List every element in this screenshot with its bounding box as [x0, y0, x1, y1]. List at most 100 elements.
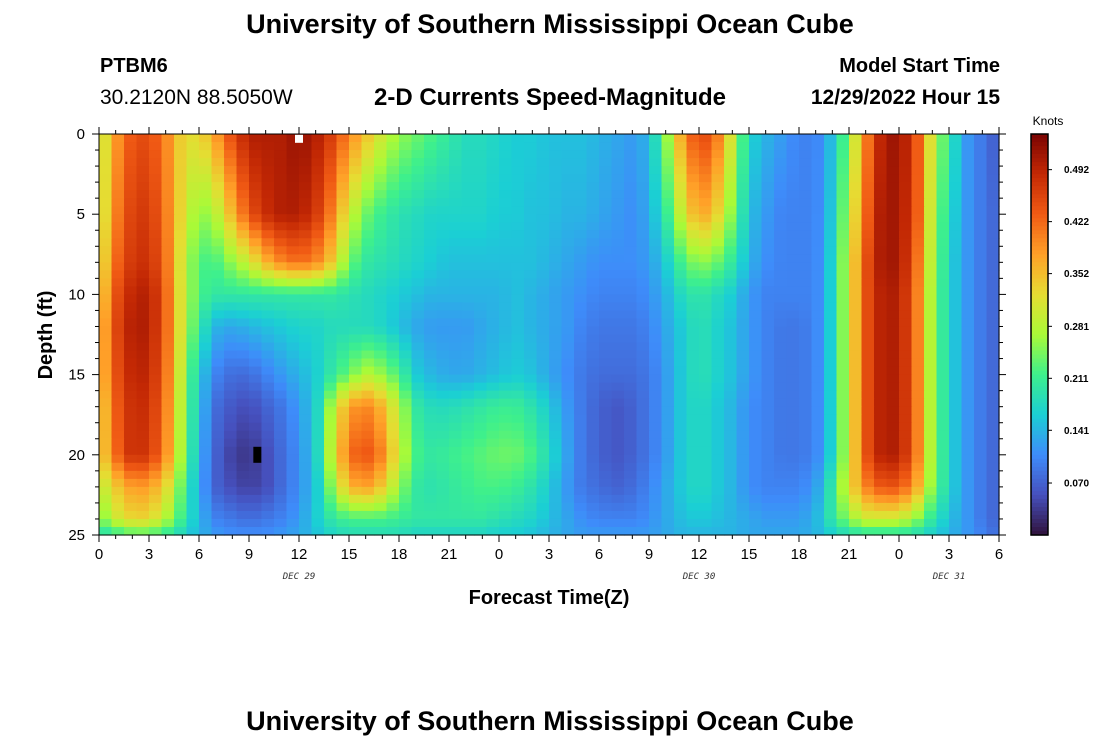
heatmap-cell: [711, 198, 725, 207]
heatmap-cell: [886, 310, 900, 320]
heatmap-cell: [136, 286, 150, 295]
heatmap-cell: [924, 238, 938, 247]
heatmap-cell: [486, 462, 500, 472]
heatmap-cell: [586, 350, 600, 360]
heatmap-cell: [611, 150, 625, 159]
heatmap-cell: [374, 158, 388, 167]
heatmap-cell: [724, 334, 738, 344]
heatmap-cell: [761, 470, 775, 480]
heatmap-cell: [149, 518, 163, 528]
heatmap-cell: [724, 222, 738, 231]
heatmap-cell: [736, 502, 750, 512]
heatmap-cell: [849, 150, 863, 159]
heatmap-cell: [674, 278, 688, 287]
heatmap-cell: [824, 382, 838, 392]
heatmap-cell: [699, 326, 713, 336]
heatmap-cell: [774, 374, 788, 384]
heatmap-cell: [586, 190, 600, 199]
heatmap-cell: [499, 222, 513, 231]
heatmap-cell: [461, 262, 475, 271]
heatmap-cell: [174, 494, 188, 504]
heatmap-cell: [511, 350, 525, 360]
heatmap-cell: [449, 238, 463, 247]
heatmap-cell: [461, 486, 475, 496]
heatmap-cell: [586, 318, 600, 328]
heatmap-cell: [899, 294, 913, 304]
heatmap-cell: [611, 390, 625, 400]
heatmap-cell: [524, 182, 538, 191]
heatmap-cell: [261, 470, 275, 480]
heatmap-cell: [136, 438, 150, 448]
heatmap-cell: [611, 310, 625, 320]
heatmap-cell: [849, 318, 863, 328]
heatmap-cell: [211, 134, 225, 143]
heatmap-cell: [736, 318, 750, 328]
heatmap-cell: [949, 302, 963, 312]
heatmap-cell: [549, 334, 563, 344]
heatmap-cell: [161, 526, 175, 536]
heatmap-cell: [536, 150, 550, 159]
heatmap-cell: [361, 510, 375, 520]
heatmap-cell: [424, 462, 438, 472]
heatmap-cell: [849, 454, 863, 464]
heatmap-cell: [749, 382, 763, 392]
heatmap-cell: [886, 446, 900, 456]
heatmap-cell: [874, 158, 888, 167]
heatmap-cell: [924, 430, 938, 440]
heatmap-cell: [149, 334, 163, 344]
heatmap-cell: [499, 326, 513, 336]
heatmap-cell: [199, 398, 213, 408]
colorbar-step: [1031, 442, 1048, 448]
heatmap-cell: [149, 510, 163, 520]
heatmap-cell: [911, 430, 925, 440]
heatmap-cell: [224, 374, 238, 384]
heatmap-cell: [136, 198, 150, 207]
heatmap-cell: [799, 222, 813, 231]
heatmap-cell: [786, 358, 800, 368]
colorbar-step: [1031, 214, 1048, 219]
heatmap-cell: [749, 134, 763, 143]
heatmap-cell: [161, 342, 175, 352]
heatmap-cell: [836, 430, 850, 440]
heatmap-cell: [649, 214, 663, 223]
heatmap-cell: [99, 358, 113, 368]
heatmap-cell: [411, 478, 425, 488]
heatmap-cell: [674, 214, 688, 223]
heatmap-cell: [511, 446, 525, 456]
heatmap-cell: [574, 382, 588, 392]
heatmap-cell: [436, 294, 450, 304]
heatmap-cell: [411, 254, 425, 263]
heatmap-cell: [449, 158, 463, 167]
heatmap-cell: [461, 158, 475, 167]
heatmap-cell: [699, 382, 713, 392]
heatmap-cell: [899, 246, 913, 255]
heatmap-cell: [161, 422, 175, 432]
heatmap-cell: [811, 502, 825, 512]
heatmap-cell: [686, 222, 700, 231]
heatmap-cell: [424, 294, 438, 304]
heatmap-cell: [361, 286, 375, 295]
heatmap-cell: [161, 182, 175, 191]
heatmap-cell: [674, 246, 688, 255]
heatmap-cell: [411, 302, 425, 312]
heatmap-cell: [474, 302, 488, 312]
heatmap-cell: [449, 214, 463, 223]
heatmap-cell: [686, 278, 700, 287]
heatmap-cell: [524, 254, 538, 263]
heatmap-cell: [861, 430, 875, 440]
heatmap-cell: [774, 286, 788, 295]
heatmap-cell: [849, 406, 863, 416]
heatmap-cell: [986, 142, 1000, 151]
heatmap-cell: [149, 270, 163, 279]
heatmap-cell: [599, 414, 613, 424]
heatmap-cell: [449, 230, 463, 239]
heatmap-cell: [674, 326, 688, 336]
heatmap-cell: [899, 326, 913, 336]
heatmap-cell: [899, 334, 913, 344]
heatmap-cell: [749, 414, 763, 424]
heatmap-cell: [174, 262, 188, 271]
heatmap-cell: [211, 502, 225, 512]
heatmap-cell: [324, 462, 338, 472]
heatmap-cell: [636, 486, 650, 496]
heatmap-cell: [149, 326, 163, 336]
